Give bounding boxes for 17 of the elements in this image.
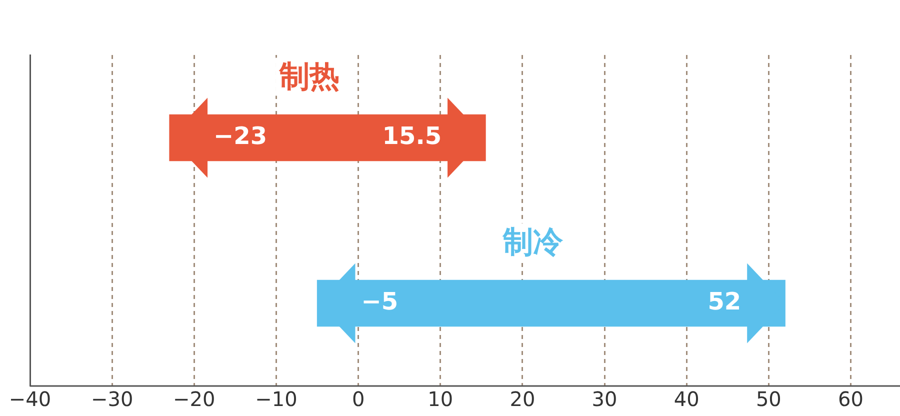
x-tick-label: 0 [352, 387, 365, 412]
y-tick-label: 制热 [278, 60, 340, 95]
annotation: 52 [708, 287, 742, 316]
x-tick-label: 40 [674, 387, 700, 412]
annotation: 15.5 [382, 122, 442, 150]
x-tick-label: 20 [510, 387, 536, 412]
x-tick-label: −10 [255, 387, 298, 412]
x-tick-label: −40 [8, 387, 52, 412]
x-tick-label: 30 [592, 387, 618, 412]
x-tick-label: 10 [428, 387, 454, 412]
y-tick-label: 制冷 [502, 225, 564, 260]
x-tick-label: −20 [173, 387, 216, 412]
x-tick-label: 50 [756, 387, 782, 412]
annotation: −5 [361, 287, 398, 316]
annotation: −23 [214, 122, 268, 150]
x-tick-label: −30 [90, 387, 134, 412]
x-tick-label: 60 [838, 387, 864, 412]
